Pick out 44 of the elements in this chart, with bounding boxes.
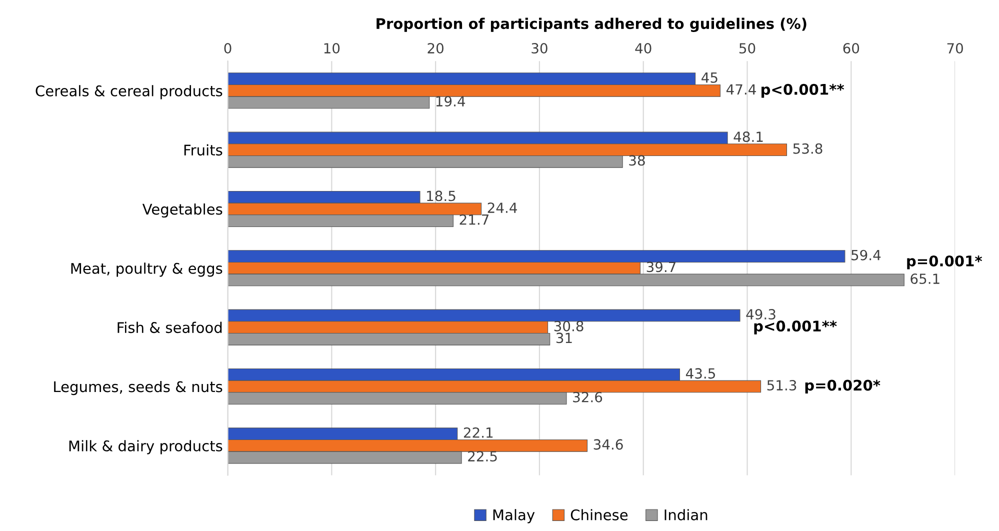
data-label: 18.5 — [427, 190, 456, 202]
annotation: p=0.001* — [907, 255, 982, 270]
data-label: 65.1 — [910, 274, 940, 284]
data-label: 48.1 — [734, 132, 763, 142]
data-label: 30.8 — [554, 320, 584, 332]
data-label: 43.5 — [686, 368, 715, 379]
data-label: 47.4 — [726, 84, 756, 94]
legend-label: Malay — [493, 509, 535, 524]
data-label: 21.7 — [460, 214, 489, 225]
y-tick-label: Legumes, seeds & nuts — [54, 380, 222, 396]
y-tick-label: Milk & dairy products — [69, 440, 222, 454]
data-label: 31 — [556, 332, 572, 344]
data-label: 59.4 — [852, 250, 881, 260]
x-tick-label: 40 — [635, 43, 652, 54]
x-tick-label: 30 — [532, 43, 548, 54]
x-tick-label: 60 — [843, 43, 860, 54]
legend-label: Chinese — [570, 509, 628, 520]
x-tick-label: 70 — [947, 43, 963, 54]
data-label: 45 — [702, 72, 718, 83]
data-label: 24.4 — [488, 202, 517, 213]
data-label: 53.8 — [793, 143, 822, 154]
annotation: p=0.020* — [805, 380, 880, 394]
annotation: p<0.001** — [762, 84, 844, 98]
legend-label: Indian — [664, 509, 708, 520]
annotation: p<0.001** — [754, 320, 837, 334]
data-label: 38 — [629, 155, 645, 166]
x-tick-label: 50 — [739, 43, 756, 54]
data-label: 39.7 — [646, 262, 676, 272]
data-label: 22.5 — [468, 451, 497, 462]
data-label: 19.4 — [436, 96, 466, 107]
x-tick-label: 0 — [224, 43, 232, 54]
y-tick-label: Fruits — [184, 144, 222, 156]
data-label: 32.6 — [573, 392, 602, 402]
data-label: 34.6 — [594, 439, 623, 450]
y-tick-label: Meat, poultry & eggs — [71, 262, 222, 277]
data-label: 22.1 — [464, 427, 493, 438]
x-tick-label: 10 — [324, 43, 340, 54]
data-label: 51.3 — [767, 380, 796, 391]
y-tick-label: Fish & seafood — [118, 322, 222, 334]
x-axis-title: Proportion of participants adhered to guidelines (%) — [376, 18, 806, 32]
y-tick-label: Vegetables — [142, 203, 222, 218]
data-label: 49.3 — [746, 309, 776, 320]
y-tick-label: Cereals & cereal products — [36, 85, 222, 100]
x-tick-label: 20 — [428, 43, 444, 54]
